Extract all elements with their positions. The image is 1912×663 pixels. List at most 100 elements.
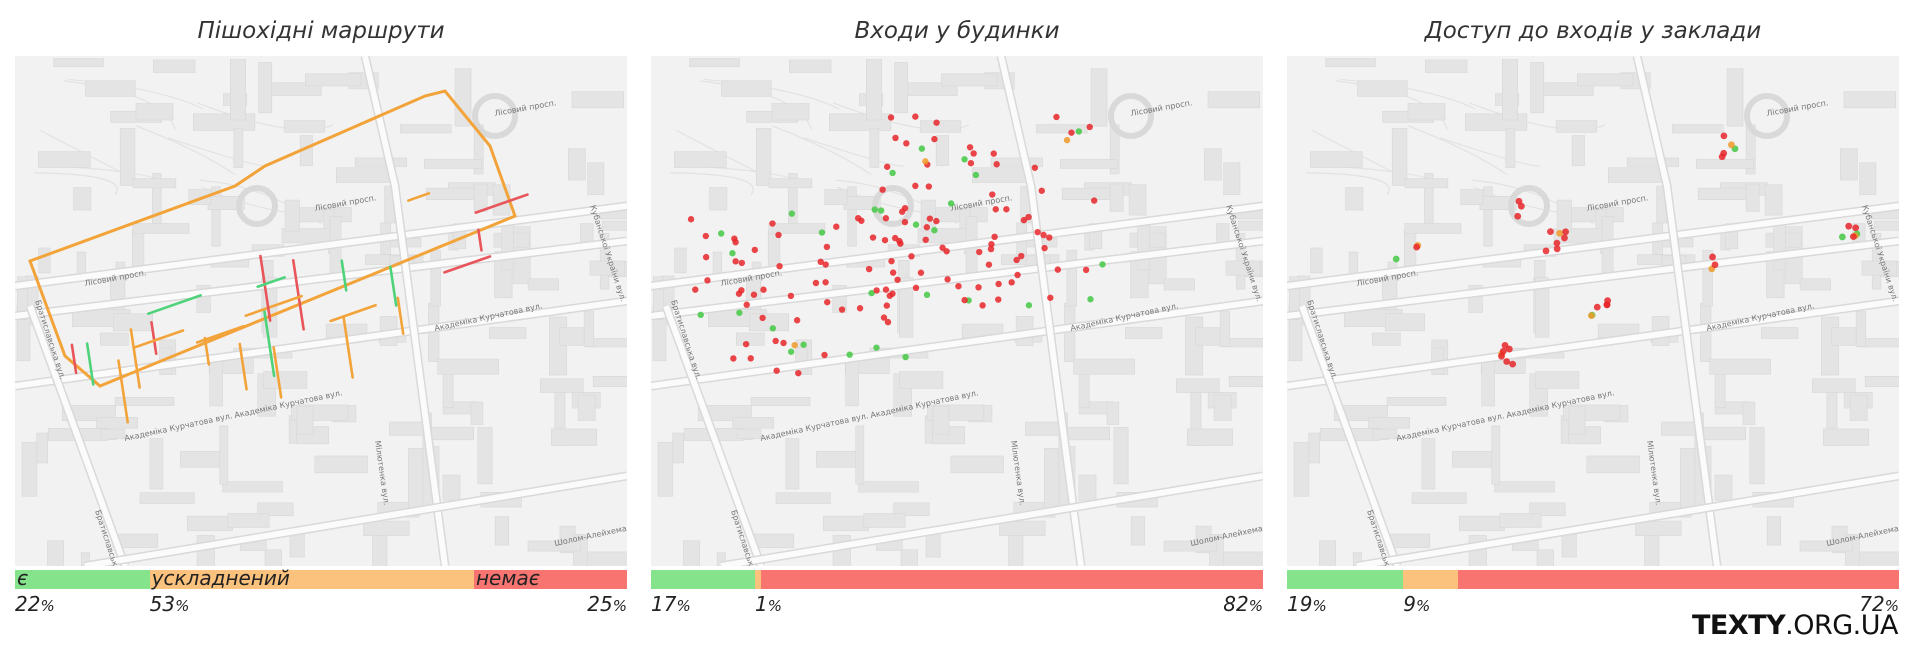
entrance-dot	[883, 302, 891, 309]
building	[1680, 448, 1697, 509]
building	[219, 425, 229, 485]
park-path	[670, 172, 754, 196]
building	[1859, 162, 1877, 196]
entrance-dot	[858, 217, 865, 224]
entrance-dot	[947, 200, 955, 207]
building	[721, 80, 772, 97]
basemap: Лісовий просп.Лісовий просп.Лісовий прос…	[651, 56, 1263, 566]
road-fill	[1287, 203, 1899, 289]
facility-dot	[1515, 197, 1523, 205]
routes-overlay	[28, 89, 529, 424]
building	[1766, 516, 1782, 546]
bar-segment-complicated: ускладнений	[149, 567, 474, 589]
route-segment	[70, 343, 78, 375]
entrance-dot	[795, 369, 802, 377]
building	[919, 120, 962, 133]
facility-dot	[1561, 234, 1568, 242]
percent-complicated: 9%	[1403, 592, 1430, 616]
entrance-dot	[1087, 296, 1094, 303]
building	[1407, 103, 1446, 121]
bar-segment-absent: немає	[473, 567, 627, 589]
entrance-dot	[955, 282, 962, 290]
building	[1090, 68, 1108, 127]
building	[771, 103, 810, 121]
building	[589, 260, 626, 276]
road-fill	[663, 304, 764, 566]
park-path	[1407, 125, 1508, 176]
building	[1391, 128, 1408, 186]
building	[768, 223, 826, 234]
building	[96, 417, 138, 429]
entrances-overlay	[687, 113, 1106, 377]
entrance-dot	[882, 286, 890, 293]
entrance-dot	[846, 351, 853, 358]
entrance-dot	[732, 238, 739, 246]
building	[1626, 157, 1679, 167]
road-fill	[651, 298, 1263, 389]
percent-labels: 17% 1% 82%	[651, 592, 1263, 622]
entrance-dot	[800, 341, 807, 348]
percent-absent: 82%	[1223, 592, 1263, 616]
building	[1460, 189, 1484, 206]
building	[47, 540, 64, 566]
building	[1586, 455, 1640, 474]
building	[1384, 313, 1425, 332]
entrance-dot	[702, 232, 710, 240]
road-fill	[15, 203, 627, 289]
facility-dot	[1593, 303, 1601, 311]
building	[430, 249, 441, 307]
entrance-dot	[1053, 113, 1060, 121]
road-fill	[1287, 238, 1899, 319]
building	[314, 455, 368, 474]
building	[1714, 474, 1733, 501]
entrance-dot	[1047, 294, 1054, 301]
building	[847, 186, 857, 247]
entrance-dot	[912, 221, 920, 228]
building	[1421, 438, 1436, 490]
entrance-dot	[776, 262, 783, 270]
building	[233, 128, 244, 168]
percent-unit: %	[767, 597, 783, 615]
entrance-dot	[760, 286, 767, 293]
route-segment	[272, 346, 283, 399]
entrance-dot	[817, 258, 824, 266]
entrance-dot	[926, 215, 934, 222]
entrance-dot	[923, 224, 931, 231]
route-segment	[291, 258, 305, 331]
building	[180, 451, 221, 468]
chart-title: Входи у будинки	[854, 18, 1060, 44]
entrance-dot	[990, 150, 997, 157]
facility-dot	[1553, 239, 1561, 247]
facility-dot	[1838, 233, 1846, 241]
entrance-dot	[873, 344, 880, 351]
building	[689, 58, 740, 68]
building	[869, 128, 880, 168]
building	[264, 549, 282, 566]
building	[80, 552, 90, 566]
building	[1773, 219, 1786, 271]
building	[657, 441, 674, 497]
chart-title: Пішохідні маршрути	[197, 18, 445, 44]
building	[1696, 159, 1754, 169]
entrance-dot	[931, 226, 938, 234]
building	[568, 148, 586, 181]
route-segment	[129, 328, 141, 389]
percent-unit: %	[676, 597, 691, 615]
texty-logo[interactable]: TEXTY.ORG.UA	[1692, 610, 1898, 641]
building	[1130, 516, 1146, 546]
entrance-dot	[988, 241, 995, 248]
building	[442, 474, 461, 501]
stacked-bar	[651, 570, 1263, 589]
percent-value: 22	[15, 592, 41, 616]
building	[736, 332, 765, 346]
facility-dot	[1850, 233, 1857, 241]
entrance-dot	[869, 234, 877, 241]
percent-value: 19	[1287, 592, 1313, 616]
map-svg: Лісовий просп.Лісовий просп.Лісовий прос…	[15, 56, 627, 566]
chart-title: Доступ до входів у заклади	[1424, 18, 1762, 44]
building	[1372, 332, 1401, 346]
facility-dot	[1542, 247, 1550, 255]
entrance-dot	[882, 215, 890, 222]
building	[1061, 187, 1111, 200]
entrance-dot	[787, 348, 795, 355]
